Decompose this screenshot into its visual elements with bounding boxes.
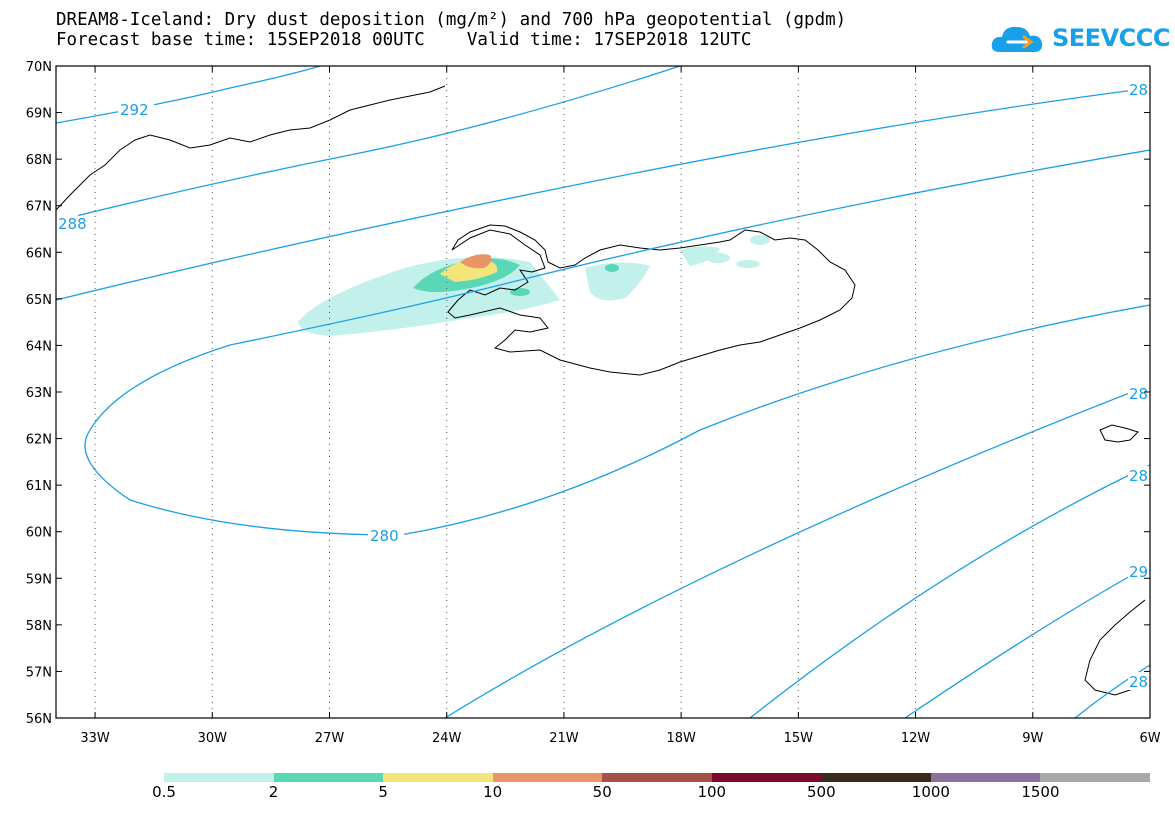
- colorbar-segment: [273, 773, 384, 782]
- lat-tick-label: 58N: [26, 619, 52, 634]
- lat-tick-label: 59N: [26, 572, 52, 587]
- lat-tick-label: 69N: [26, 107, 52, 122]
- colorbar-label: 10: [483, 783, 503, 801]
- contour-label: 29: [1129, 563, 1148, 581]
- map-title-line1: DREAM8-Iceland: Dry dust deposition (mg/…: [56, 10, 847, 30]
- iceland-coastline: [447, 224, 856, 376]
- graticule: [94, 66, 1034, 718]
- colorbar-segment: [1040, 773, 1150, 782]
- dust-shade-0.5: [750, 235, 770, 245]
- lat-tick-label: 56N: [26, 712, 52, 727]
- contour-label: 28: [1129, 467, 1148, 485]
- colorbar-label: 500: [807, 783, 836, 801]
- lat-tick-label: 63N: [26, 386, 52, 401]
- map-frame: [55, 65, 1151, 719]
- contour-label: 288: [58, 215, 87, 233]
- colorbar-segment: [383, 773, 493, 782]
- colorbar-segment: [492, 773, 603, 782]
- contour-east-line: [499, 149, 1151, 286]
- dust-shade-2: [510, 288, 530, 296]
- lat-tick-label: 65N: [26, 293, 52, 308]
- colorbar-segment: [930, 773, 1041, 782]
- logo-text: SEEVCCC: [1052, 24, 1171, 52]
- colorbar-segment: [821, 773, 931, 782]
- dust-shade-0.5: [706, 253, 730, 263]
- lon-tick-label: 12W: [901, 731, 931, 746]
- contour-label: 280: [370, 527, 399, 545]
- lon-tick-label: 27W: [315, 731, 345, 746]
- colorbar-label: 5: [378, 783, 388, 801]
- contour-284: [444, 384, 1151, 719]
- dust-shade-0.5: [680, 246, 720, 266]
- contour-label: 292: [120, 101, 149, 119]
- contour-280: [84, 284, 1151, 536]
- dust-shade-0.5: [736, 260, 760, 268]
- colorbar-label: 1500: [1021, 783, 1060, 801]
- scotland-coastline: [1084, 599, 1146, 696]
- dust-shade-10: [460, 254, 492, 269]
- lon-tick-label: 15W: [784, 731, 814, 746]
- axis-ticks: [56, 65, 1151, 719]
- lon-tick-label: 30W: [198, 731, 228, 746]
- contour-label: 28: [1129, 673, 1148, 691]
- contour-label: 28: [1129, 385, 1148, 403]
- lon-tick-label: 18W: [666, 731, 696, 746]
- colorbar-segment: [602, 773, 712, 782]
- contour-292-se: [904, 564, 1151, 719]
- contour-288-north: [55, 65, 681, 222]
- lat-tick-label: 68N: [26, 153, 52, 168]
- faroe-coastline: [1099, 424, 1139, 443]
- lat-tick-label: 67N: [26, 200, 52, 215]
- cloud-logo-icon: [991, 26, 1043, 52]
- lat-tick-label: 64N: [26, 339, 52, 354]
- contour-288-se: [749, 464, 1151, 719]
- colorbar-label: 2: [268, 783, 279, 801]
- colorbar-label: 100: [697, 783, 727, 801]
- colorbar-segment: [711, 773, 822, 782]
- map-title-line2: Forecast base time: 15SEP2018 00UTC Vali…: [56, 30, 752, 50]
- contour-label: 28: [1129, 81, 1148, 99]
- lon-tick-label: 21W: [549, 731, 579, 746]
- lon-tick-label: 6W: [1139, 731, 1160, 746]
- lon-tick-label: 9W: [1022, 731, 1043, 746]
- dust-deposition-field: [298, 235, 770, 336]
- lat-tick-label: 61N: [26, 479, 52, 494]
- colorbar-segment: [164, 773, 274, 782]
- contour-288-east: [55, 87, 1151, 301]
- dust-shade-0.5: [585, 262, 650, 301]
- lat-tick-label: 70N: [26, 60, 52, 75]
- longitude-labels: 33W 30W 27W 24W 21W 18W 15W 12W 9W 6W: [80, 731, 1160, 746]
- contour-292: [55, 65, 321, 124]
- colorbar-label: 0.5: [152, 783, 176, 801]
- seevccc-logo: SEEVCCC: [990, 22, 1171, 56]
- contour-296-se: [1074, 664, 1151, 719]
- geopotential-contours: [55, 65, 1151, 719]
- lat-tick-label: 66N: [26, 246, 52, 261]
- dust-shade-2: [605, 264, 619, 272]
- lon-tick-label: 33W: [80, 731, 110, 746]
- colorbar-label: 1000: [911, 783, 950, 801]
- latitude-labels: 70N 69N 68N 67N 66N 65N 64N 63N 62N 61N 60N 59N 58N 5…: [26, 60, 52, 727]
- lat-tick-label: 60N: [26, 526, 52, 541]
- dust-shade-0.5: [298, 257, 560, 336]
- colorbar-label: 50: [592, 783, 612, 801]
- lat-tick-label: 62N: [26, 433, 52, 448]
- lat-tick-label: 57N: [26, 665, 52, 680]
- lon-tick-label: 24W: [432, 731, 462, 746]
- greenland-coastline: [55, 85, 446, 211]
- coastlines: [55, 85, 1146, 696]
